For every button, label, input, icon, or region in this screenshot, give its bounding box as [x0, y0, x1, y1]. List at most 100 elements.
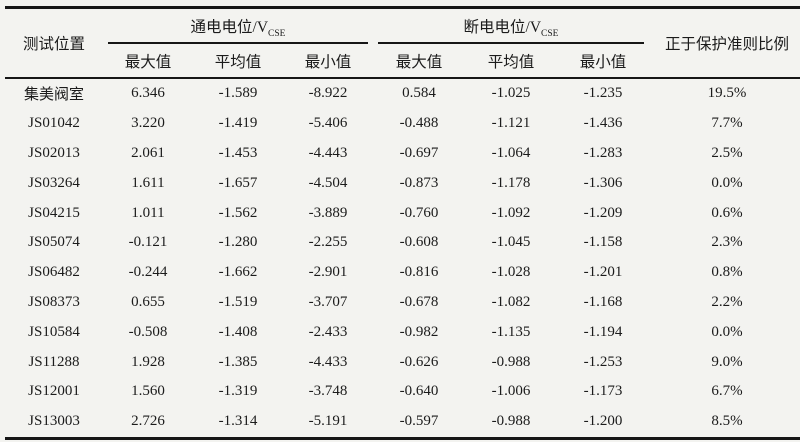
- cell-off-min: -1.235: [583, 85, 623, 102]
- sub-header-min-on: 最小值: [283, 44, 373, 79]
- cell-ratio: 2.5%: [711, 144, 743, 161]
- cell-on-avg: -1.562: [218, 204, 258, 221]
- cell-on-max: 2.061: [131, 144, 165, 161]
- cell-ratio: 9.0%: [711, 353, 743, 370]
- cell-off-avg: -1.028: [491, 264, 531, 281]
- cell-off-avg: -0.988: [491, 353, 531, 370]
- cell-on-max: 0.655: [131, 293, 165, 310]
- cell-on-max: -0.121: [128, 234, 168, 251]
- cell-off-max: -0.760: [399, 204, 439, 221]
- cell-location: 集美阀室: [23, 87, 84, 104]
- table-row: JS13003 2.726 -1.314 -5.191 -0.597 -0.98…: [5, 407, 800, 438]
- cell-off-max: -0.608: [399, 234, 439, 251]
- cell-off-min: -1.306: [583, 174, 623, 191]
- cell-location: JS12001: [28, 383, 80, 400]
- cell-ratio: 0.0%: [711, 174, 743, 191]
- cell-location: JS05074: [28, 234, 80, 251]
- cell-off-max: -0.697: [399, 144, 439, 161]
- group-header-on-potential-label: 通电电位/VCSE: [108, 15, 368, 44]
- cell-on-max: 3.220: [131, 115, 165, 132]
- sub-header-min-off: 最小值: [557, 44, 649, 79]
- cell-on-min: -4.504: [308, 174, 348, 191]
- cell-off-avg: -1.006: [491, 383, 531, 400]
- cell-off-max: -0.640: [399, 383, 439, 400]
- cell-on-max: 1.011: [131, 204, 165, 221]
- cell-on-max: -0.244: [128, 264, 168, 281]
- table-row: JS10584 -0.508 -1.408 -2.433 -0.982 -1.1…: [5, 317, 800, 347]
- cell-on-avg: -1.453: [218, 144, 258, 161]
- cell-off-max: 0.584: [402, 85, 436, 102]
- cell-off-avg: -1.135: [491, 323, 531, 340]
- cell-on-max: 2.726: [131, 413, 165, 430]
- table-row: JS08373 0.655 -1.519 -3.707 -0.678 -1.08…: [5, 288, 800, 318]
- cell-off-min: -1.194: [583, 323, 623, 340]
- table-header: 测试位置 通电电位/VCSE 断电电位/VCSE 正于保护准则比例 最大值 平均…: [5, 7, 800, 79]
- cell-off-avg: -1.092: [491, 204, 531, 221]
- off-potential-text: 断电电位/V: [463, 19, 542, 36]
- sub-header-max-on: 最大值: [103, 44, 193, 79]
- cell-location: JS08373: [28, 293, 80, 310]
- cell-location: JS01042: [28, 115, 80, 132]
- cell-off-min: -1.168: [583, 293, 623, 310]
- cell-off-min: -1.283: [583, 144, 623, 161]
- cell-on-min: -5.406: [308, 115, 348, 132]
- table-row: JS03264 1.611 -1.657 -4.504 -0.873 -1.17…: [5, 168, 800, 198]
- column-header-protection-criterion-ratio: 正于保护准则比例: [649, 7, 800, 79]
- cell-off-max: -0.873: [399, 174, 439, 191]
- sub-header-row: 最大值 平均值 最小值 最大值 平均值 最小值: [5, 44, 800, 79]
- cell-off-max: -0.626: [399, 353, 439, 370]
- table-row: JS04215 1.011 -1.562 -3.889 -0.760 -1.09…: [5, 198, 800, 228]
- cell-on-min: -2.901: [308, 264, 348, 281]
- cell-on-avg: -1.408: [218, 323, 258, 340]
- group-header-off-potential: 断电电位/VCSE: [373, 8, 649, 44]
- cell-on-min: -3.889: [308, 204, 348, 221]
- cell-ratio: 6.7%: [711, 383, 743, 400]
- sub-header-max-off: 最大值: [373, 44, 465, 79]
- cell-on-min: -8.922: [308, 85, 348, 102]
- cell-off-max: -0.678: [399, 293, 439, 310]
- group-header-off-potential-label: 断电电位/VCSE: [378, 15, 644, 44]
- cell-ratio: 0.0%: [711, 323, 743, 340]
- cell-on-avg: -1.519: [218, 293, 258, 310]
- cell-ratio: 0.6%: [711, 204, 743, 221]
- cell-off-max: -0.816: [399, 264, 439, 281]
- cell-on-max: -0.508: [128, 323, 168, 340]
- cell-off-avg: -1.121: [491, 115, 531, 132]
- cell-off-min: -1.201: [583, 264, 623, 281]
- cell-ratio: 2.3%: [711, 234, 743, 251]
- off-potential-subscript: CSE: [541, 29, 559, 40]
- cell-on-max: 1.928: [131, 353, 165, 370]
- cell-on-min: -3.707: [308, 293, 348, 310]
- cell-on-min: -3.748: [308, 383, 348, 400]
- cell-location: JS10584: [28, 323, 80, 340]
- sub-header-avg-on: 平均值: [193, 44, 283, 79]
- table-body: 集美阀室 6.346 -1.589 -8.922 0.584 -1.025 -1…: [5, 78, 800, 438]
- cell-on-min: -2.255: [308, 234, 348, 251]
- cell-on-min: -5.191: [308, 413, 348, 430]
- table-row: 集美阀室 6.346 -1.589 -8.922 0.584 -1.025 -1…: [5, 78, 800, 109]
- column-header-location: 测试位置: [5, 7, 103, 79]
- cell-off-min: -1.158: [583, 234, 623, 251]
- cell-on-min: -4.443: [308, 144, 348, 161]
- cell-off-avg: -0.988: [491, 413, 531, 430]
- cell-location: JS13003: [28, 413, 80, 430]
- group-header-on-potential: 通电电位/VCSE: [103, 8, 373, 44]
- cell-off-min: -1.200: [583, 413, 623, 430]
- on-potential-text: 通电电位/V: [190, 19, 269, 36]
- cell-off-avg: -1.082: [491, 293, 531, 310]
- cell-on-avg: -1.419: [218, 115, 258, 132]
- cell-on-avg: -1.589: [218, 85, 258, 102]
- cell-off-min: -1.173: [583, 383, 623, 400]
- on-potential-subscript: CSE: [268, 29, 286, 40]
- cell-ratio: 0.8%: [711, 264, 743, 281]
- table-row: JS11288 1.928 -1.385 -4.433 -0.626 -0.98…: [5, 347, 800, 377]
- cell-on-avg: -1.657: [218, 174, 258, 191]
- cell-off-avg: -1.178: [491, 174, 531, 191]
- cell-off-min: -1.209: [583, 204, 623, 221]
- table-row: JS02013 2.061 -1.453 -4.443 -0.697 -1.06…: [5, 139, 800, 169]
- cell-off-avg: -1.064: [491, 144, 531, 161]
- cell-off-max: -0.488: [399, 115, 439, 132]
- cell-location: JS03264: [28, 174, 80, 191]
- cell-ratio: 7.7%: [711, 115, 743, 132]
- cell-on-avg: -1.319: [218, 383, 258, 400]
